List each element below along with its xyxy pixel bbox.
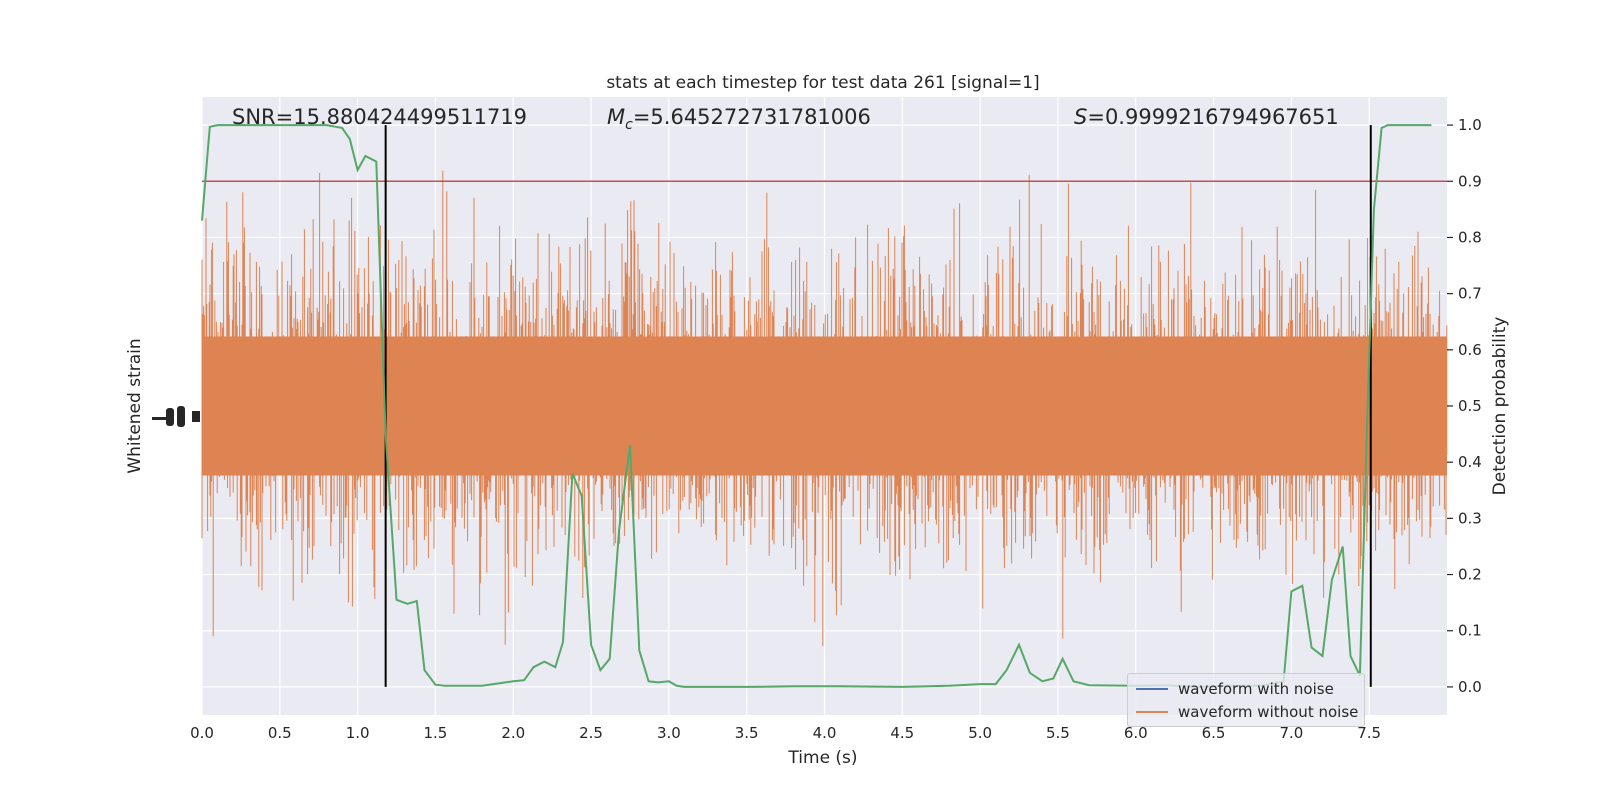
chart-title: stats at each timestep for test data 261…: [606, 73, 1039, 93]
x-tick-label: 3.5: [735, 724, 759, 742]
right-tick-label: 0.3: [1458, 509, 1482, 527]
right-tick-label: 0.1: [1458, 622, 1482, 640]
x-tick-label: 4.0: [813, 724, 837, 742]
legend-swatch-without-noise: [1136, 711, 1168, 713]
x-tick-label: 6.5: [1202, 724, 1226, 742]
waveform-without-noise-series: [201, 170, 1448, 647]
score-annotation: S=0.9999216794967651: [1074, 105, 1339, 129]
x-tick-label: 0.0: [190, 724, 214, 742]
whitened-strain-tick-clutter: [152, 406, 200, 427]
x-tick-label: 2.0: [501, 724, 525, 742]
right-tick-label: 0.5: [1458, 397, 1482, 415]
chirp-mass-annotation: Mc=5.645272731781006: [607, 105, 871, 133]
right-tick-label: 0.7: [1458, 285, 1482, 303]
x-tick-label: 5.5: [1046, 724, 1070, 742]
legend: waveform with noise waveform without noi…: [1127, 673, 1365, 727]
right-axis-ticks: 0.0 0.1 0.2 0.3 0.4 0.5 0.6 0.7 0.8 0.9 1.0: [1447, 116, 1482, 696]
waveform-dense-band: [202, 336, 1447, 476]
x-tick-label: 7.5: [1357, 724, 1381, 742]
x-tick-label: 6.0: [1124, 724, 1148, 742]
x-tick-label: 2.5: [579, 724, 603, 742]
x-tick-label: 4.5: [890, 724, 914, 742]
x-tick-label: 1.0: [346, 724, 370, 742]
snr-annotation: SNR=15.880424499511719: [232, 105, 527, 129]
x-axis-ticks: 0.0 0.5 1.0 1.5 2.0 2.5 3.0 3.5 4.0 4.5 5.0 5.5 6.0 6…: [190, 724, 1381, 742]
y-axis-label-right: Detection probability: [1490, 317, 1510, 496]
right-tick-label: 0.8: [1458, 228, 1482, 246]
detection-probability-series: [201, 124, 1432, 688]
x-tick-label: 0.5: [268, 724, 292, 742]
right-tick-label: 1.0: [1458, 116, 1482, 134]
legend-item-with-noise: waveform with noise: [1136, 680, 1334, 698]
right-tick-label: 0.2: [1458, 566, 1482, 584]
legend-label-with-noise: waveform with noise: [1178, 680, 1334, 698]
right-tick-label: 0.4: [1458, 453, 1482, 471]
right-tick-label: 0.6: [1458, 341, 1482, 359]
x-tick-label: 3.0: [657, 724, 681, 742]
x-tick-label: 7.0: [1279, 724, 1303, 742]
x-tick-label: 1.5: [424, 724, 448, 742]
legend-item-without-noise: waveform without noise: [1136, 703, 1358, 721]
right-tick-label: 0.9: [1458, 172, 1482, 190]
x-axis-label: Time (s): [787, 748, 857, 768]
legend-swatch-with-noise: [1136, 688, 1168, 690]
x-tick-label: 5.0: [968, 724, 992, 742]
y-axis-label-left: Whitened strain: [125, 338, 145, 473]
legend-label-without-noise: waveform without noise: [1178, 703, 1359, 721]
right-tick-label: 0.0: [1458, 678, 1482, 696]
